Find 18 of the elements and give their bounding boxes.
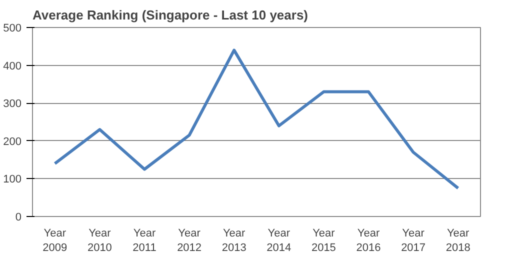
y-tick-label: 400 <box>3 60 22 72</box>
x-tick-label: Year 2018 <box>446 228 470 254</box>
x-tick-label: Year 2011 <box>132 228 156 254</box>
x-tick-label: Year 2010 <box>87 228 112 254</box>
x-tick-label: Year 2016 <box>356 228 381 254</box>
x-tick-label: Year 2015 <box>311 228 336 254</box>
x-tick-label: Year 2017 <box>401 228 426 254</box>
y-tick-label: 200 <box>3 136 22 148</box>
y-tick-label: 500 <box>3 22 22 34</box>
chart-title: Average Ranking (Singapore - Last 10 years) <box>32 8 308 22</box>
y-tick-label: 100 <box>3 174 22 186</box>
x-tick-label: Year 2012 <box>177 228 202 254</box>
x-tick-label: Year 2013 <box>222 228 246 254</box>
line-series <box>53 48 460 190</box>
x-tick-label: Year 2009 <box>42 228 68 254</box>
y-tick-label: 300 <box>3 98 22 110</box>
y-tick-label: 0 <box>15 212 22 224</box>
x-tick-label: Year 2014 <box>266 228 292 254</box>
